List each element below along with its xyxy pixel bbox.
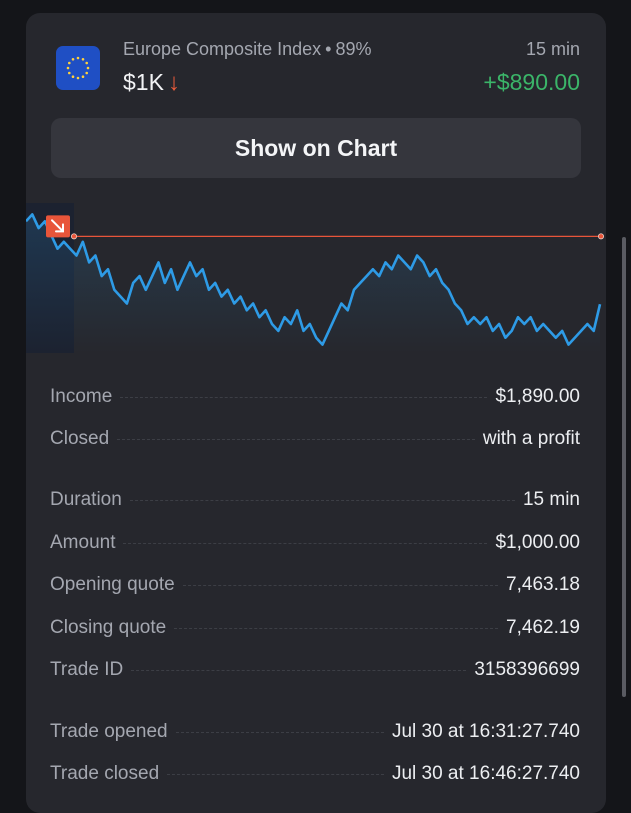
dotted-leader <box>174 628 499 629</box>
arrow-down-icon: ↓ <box>167 68 180 96</box>
detail-value: $1,890.00 <box>495 386 580 407</box>
detail-value: with a profit <box>482 428 580 449</box>
payout-percent: 89% <box>335 39 372 59</box>
detail-label: Trade opened <box>50 721 168 742</box>
detail-label: Amount <box>50 532 116 553</box>
dotted-leader <box>131 670 467 671</box>
asset-title: Europe Composite Index • 89% <box>123 39 371 60</box>
detail-value: 7,463.18 <box>506 574 580 595</box>
trade-profit: +$890.00 <box>483 69 580 95</box>
detail-label: Trade closed <box>50 763 160 784</box>
trade-duration: 15 min <box>525 39 580 59</box>
dotted-leader <box>120 397 488 398</box>
detail-row: Trade opened Jul 30 at 16:31:27.740 <box>50 721 580 751</box>
dotted-leader <box>123 543 488 544</box>
dotted-leader <box>129 500 515 501</box>
detail-label: Duration <box>50 489 122 510</box>
strike-point <box>598 233 605 240</box>
detail-row: Closing quote 7,462.19 <box>50 617 580 647</box>
dotted-leader <box>175 732 384 733</box>
detail-label: Trade ID <box>50 659 124 680</box>
detail-value: $1,000.00 <box>495 532 580 553</box>
detail-value: 3158396699 <box>474 659 580 680</box>
dotted-leader <box>167 774 384 775</box>
amount-value: $1K <box>123 69 164 95</box>
price-area <box>26 214 600 353</box>
detail-row: Duration 15 min <box>50 489 580 519</box>
detail-value: Jul 30 at 16:46:27.740 <box>391 763 580 784</box>
asset-name: Europe Composite Index <box>123 39 322 59</box>
strike-point <box>71 233 78 240</box>
trade-amount: $1K ↓ <box>123 69 180 96</box>
detail-row: Opening quote 7,463.18 <box>50 574 580 604</box>
detail-row: Trade closed Jul 30 at 16:46:27.740 <box>50 763 580 793</box>
detail-value: 15 min <box>522 489 580 510</box>
detail-row: Closed with a profit <box>50 428 580 458</box>
price-chart <box>26 203 605 353</box>
trade-direction-icon <box>46 215 70 238</box>
detail-label: Income <box>50 386 113 407</box>
detail-value: Jul 30 at 16:31:27.740 <box>391 721 580 742</box>
show-on-chart-button[interactable]: Show on Chart <box>51 118 581 178</box>
trade-card: Europe Composite Index • 89% $1K ↓ 15 min … <box>26 13 606 813</box>
detail-label: Opening quote <box>50 574 175 595</box>
detail-label: Closed <box>50 428 110 449</box>
eu-flag-icon <box>56 46 100 90</box>
detail-row: Income $1,890.00 <box>50 386 580 416</box>
detail-row: Amount $1,000.00 <box>50 532 580 562</box>
scrollbar[interactable] <box>622 237 626 697</box>
separator-dot: • <box>325 39 332 59</box>
detail-row: Trade ID 3158396699 <box>50 659 580 689</box>
dotted-leader <box>182 585 499 586</box>
dotted-leader <box>117 439 475 440</box>
trade-header: Europe Composite Index • 89% $1K ↓ 15 min … <box>26 13 606 113</box>
detail-label: Closing quote <box>50 617 167 638</box>
price-line <box>26 213 602 346</box>
detail-value: 7,462.19 <box>506 617 580 638</box>
